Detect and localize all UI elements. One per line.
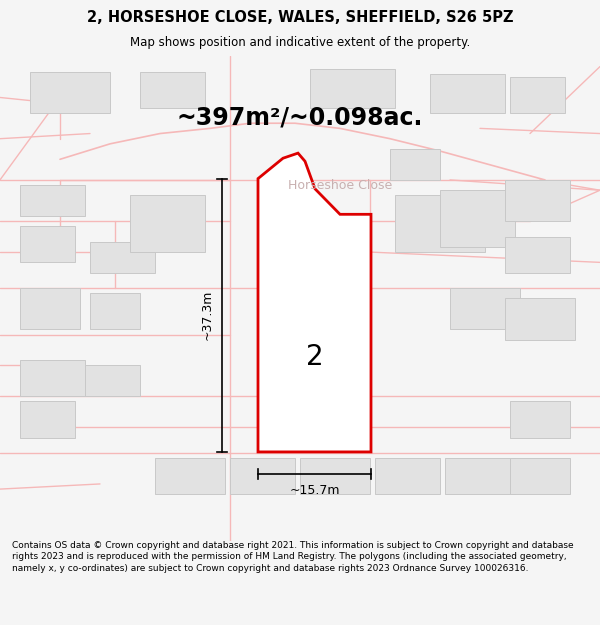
- Bar: [90, 242, 155, 272]
- Bar: [85, 366, 140, 396]
- Bar: [300, 458, 370, 494]
- Bar: [230, 458, 295, 494]
- Bar: [510, 77, 565, 113]
- Bar: [510, 458, 570, 494]
- Bar: [263, 226, 353, 309]
- Bar: [375, 458, 440, 494]
- Polygon shape: [258, 153, 371, 452]
- Bar: [510, 401, 570, 437]
- Bar: [310, 69, 395, 108]
- Bar: [20, 185, 85, 216]
- Bar: [450, 288, 520, 329]
- Bar: [20, 226, 75, 262]
- Text: Map shows position and indicative extent of the property.: Map shows position and indicative extent…: [130, 36, 470, 49]
- Text: ~15.7m: ~15.7m: [289, 484, 340, 498]
- Bar: [20, 288, 80, 329]
- Bar: [30, 72, 110, 113]
- Bar: [20, 401, 75, 437]
- Text: ~37.3m: ~37.3m: [200, 290, 214, 341]
- Bar: [140, 72, 205, 107]
- Bar: [445, 458, 515, 494]
- Bar: [390, 149, 440, 180]
- Text: Horseshoe Close: Horseshoe Close: [288, 179, 392, 192]
- Text: 2, HORSESHOE CLOSE, WALES, SHEFFIELD, S26 5PZ: 2, HORSESHOE CLOSE, WALES, SHEFFIELD, S2…: [87, 9, 513, 24]
- Bar: [155, 458, 225, 494]
- Bar: [130, 196, 205, 252]
- Text: ~397m²/~0.098ac.: ~397m²/~0.098ac.: [177, 106, 423, 129]
- Bar: [505, 180, 570, 221]
- Bar: [395, 196, 485, 252]
- Bar: [505, 298, 575, 339]
- Bar: [20, 360, 85, 396]
- Text: 2: 2: [306, 343, 324, 371]
- Bar: [90, 293, 140, 329]
- Bar: [440, 190, 515, 247]
- Bar: [505, 237, 570, 272]
- Text: Contains OS data © Crown copyright and database right 2021. This information is : Contains OS data © Crown copyright and d…: [12, 541, 574, 573]
- Bar: [430, 74, 505, 113]
